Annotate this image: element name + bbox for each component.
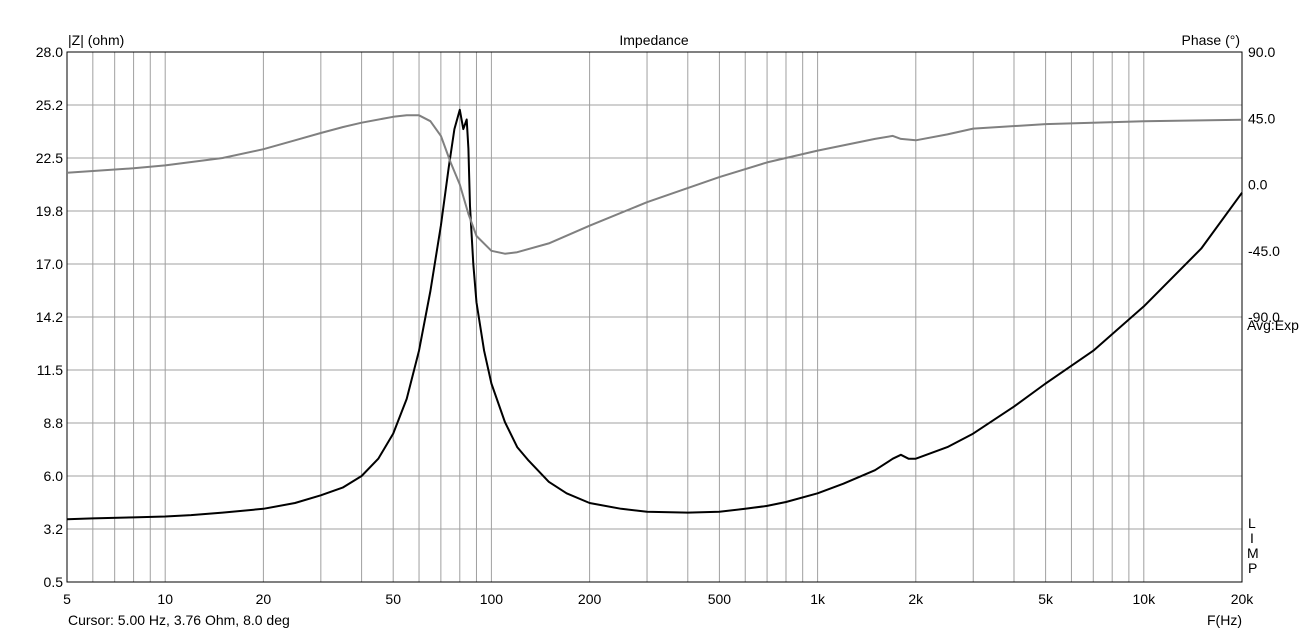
y-tick-label: 19.8 bbox=[36, 203, 63, 219]
x-tick-label: 500 bbox=[708, 591, 732, 607]
y-tick-label: 17.0 bbox=[36, 256, 63, 272]
x-tick-label: 200 bbox=[578, 591, 602, 607]
grid-layer bbox=[67, 52, 1242, 582]
limp-letter-m: M bbox=[1247, 545, 1259, 561]
x-tick-label: 10 bbox=[157, 591, 173, 607]
y2-tick-label: 90.0 bbox=[1248, 44, 1275, 60]
y-tick-label: 8.8 bbox=[44, 415, 64, 431]
chart-title: Impedance bbox=[619, 32, 688, 48]
avg-label: Avg:Exp bbox=[1247, 317, 1299, 333]
axis-tick-labels: 5 10 20 50 100 200 500 1k 2k 5k 10k 20k 0.5 3.2 6.0 8.8… bbox=[36, 44, 1280, 607]
limp-letter-p: P bbox=[1248, 560, 1257, 576]
x-tick-label: 20 bbox=[256, 591, 272, 607]
x-tick-label: 100 bbox=[480, 591, 504, 607]
limp-letter-i: I bbox=[1250, 530, 1254, 546]
y-tick-label: 14.2 bbox=[36, 309, 63, 325]
x-tick-label: 2k bbox=[908, 591, 924, 607]
x-tick-label: 5k bbox=[1038, 591, 1054, 607]
y2-tick-label: -45.0 bbox=[1248, 243, 1280, 259]
y-tick-label: 11.5 bbox=[37, 362, 63, 378]
cursor-readout: Cursor: 5.00 Hz, 3.76 Ohm, 8.0 deg bbox=[68, 612, 290, 628]
limp-letter-l: L bbox=[1248, 515, 1256, 531]
impedance-line bbox=[66, 108, 1243, 521]
y2-axis-label: Phase (°) bbox=[1181, 32, 1240, 48]
y2-tick-label: 45.0 bbox=[1248, 110, 1275, 126]
y-tick-label: 6.0 bbox=[44, 468, 64, 484]
x-axis-label: F(Hz) bbox=[1207, 612, 1242, 628]
y2-tick-label: 0.0 bbox=[1248, 177, 1268, 193]
y2-tick-label: -90.0 bbox=[1248, 309, 1280, 325]
phase-line bbox=[66, 114, 1243, 255]
y-tick-label: 28.0 bbox=[36, 44, 63, 60]
y-axis-label: |Z| (ohm) bbox=[68, 32, 124, 48]
x-tick-label: 1k bbox=[810, 591, 826, 607]
series-layer bbox=[66, 108, 1243, 521]
y-tick-label: 25.2 bbox=[36, 97, 63, 113]
x-tick-label: 20k bbox=[1231, 591, 1255, 607]
plot-border bbox=[66, 51, 1243, 583]
x-tick-label: 10k bbox=[1133, 591, 1157, 607]
y-tick-label: 3.2 bbox=[44, 521, 64, 537]
y-tick-label: 0.5 bbox=[44, 574, 64, 590]
y-tick-label: 22.5 bbox=[36, 150, 63, 166]
x-tick-label: 5 bbox=[63, 591, 71, 607]
x-tick-label: 50 bbox=[385, 591, 401, 607]
